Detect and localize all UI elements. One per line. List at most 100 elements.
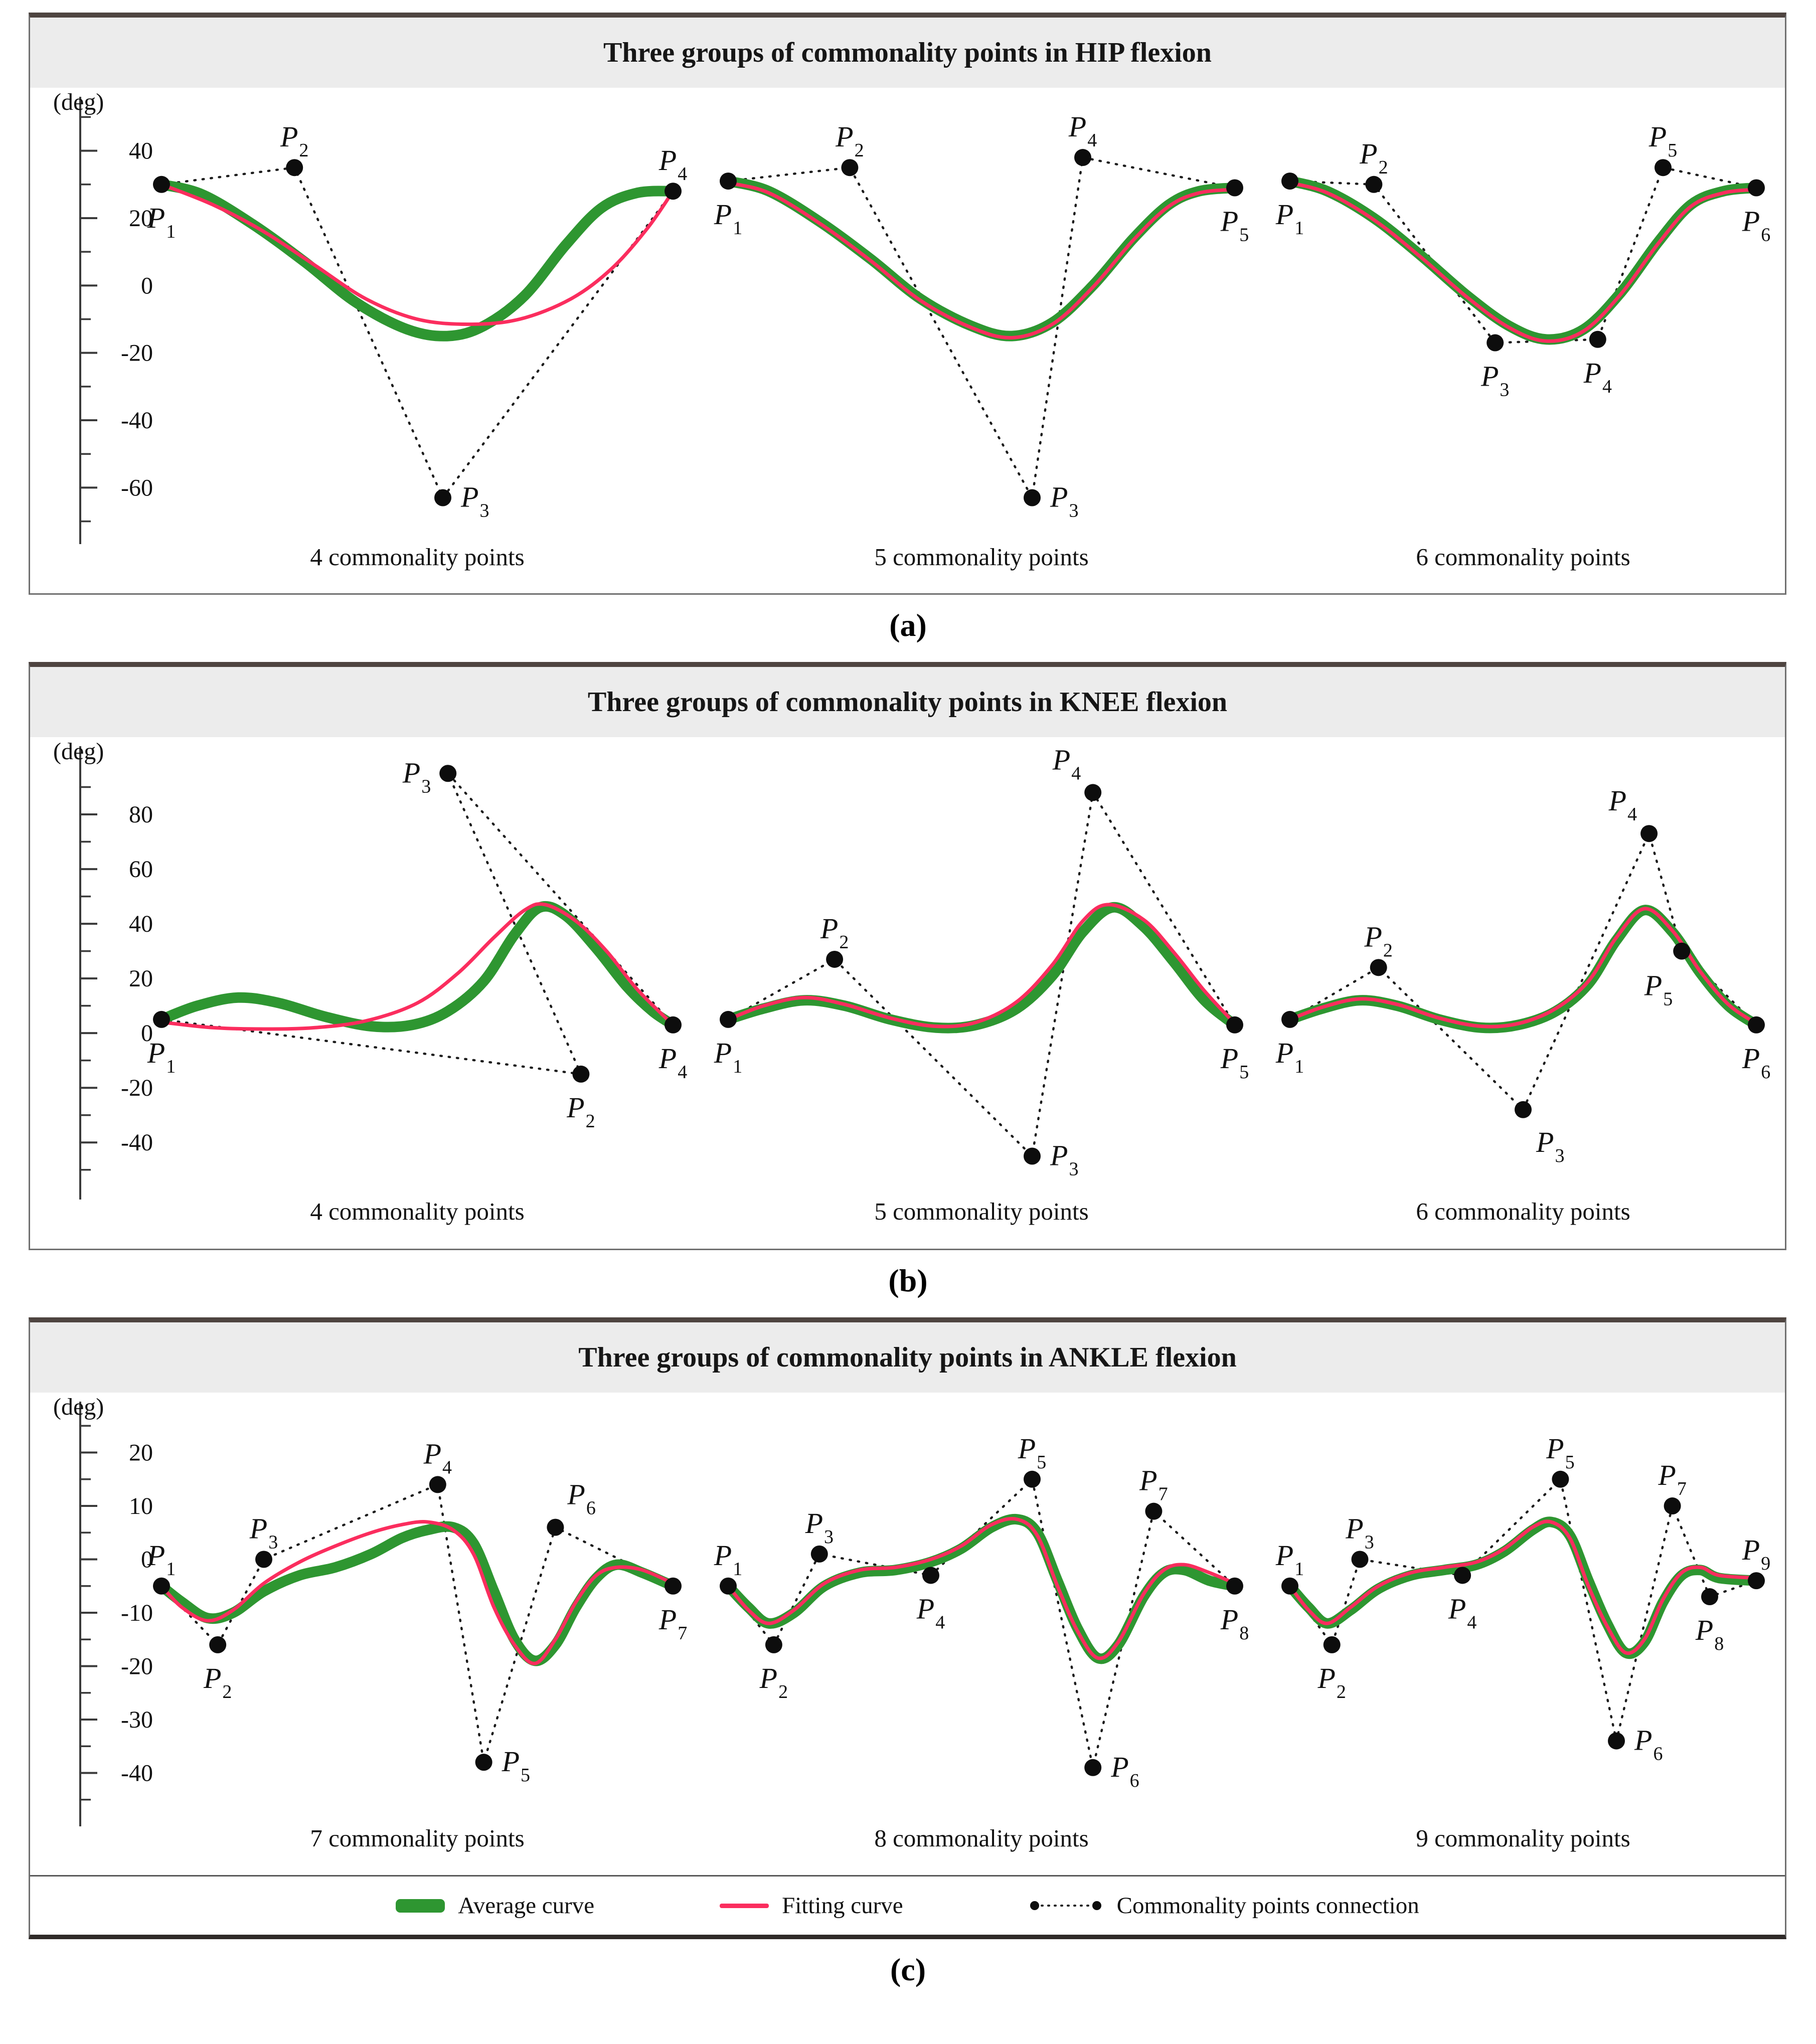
point-label: P2 [835,120,864,161]
subplot-caption: 4 commonality points [310,1198,524,1225]
point-label: P1 [1275,1539,1304,1580]
point-label: P3 [805,1507,834,1548]
panel-ankle-title: Three groups of commonality points in AN… [30,1322,1785,1393]
point-label: P2 [1359,137,1388,178]
point-label: P4 [658,1042,687,1083]
commonality-point [665,1577,682,1595]
point-label: P3 [1480,360,1509,401]
commonality-point [1454,1567,1471,1584]
point-label: P6 [1634,1724,1663,1765]
figure-legend: Average curve Fitting curve Commonality … [30,1875,1785,1935]
point-label: P2 [280,120,308,161]
panel-hip: Three groups of commonality points in HI… [29,13,1786,595]
legend-fitting-label: Fitting curve [782,1893,903,1919]
y-tick-label: 40 [129,138,153,164]
commonality-point [720,1010,737,1028]
point-label: P8 [1695,1614,1724,1654]
point-label: P9 [1742,1534,1770,1574]
average-curve [156,901,679,1033]
point-label: P5 [1018,1432,1046,1473]
top-spacer [0,0,1816,13]
commonality-point [1024,1470,1041,1488]
commonality-point [429,1476,446,1493]
commonality-point [1608,1732,1625,1750]
y-tick-label: -20 [121,1075,153,1101]
y-tick-label: -30 [121,1707,153,1733]
legend-item-fitting: Fitting curve [720,1892,903,1919]
average-curve-swatch-icon [396,1899,445,1913]
point-label: P5 [1220,205,1249,246]
commonality-point [765,1636,782,1653]
commonality-point [1084,784,1102,801]
commonality-point [209,1636,227,1653]
y-tick-label: -40 [121,1129,153,1156]
average-curve [723,1513,1240,1664]
commonality-point [1748,1016,1765,1034]
subplot-caption: 7 commonality points [310,1824,524,1852]
legend-connection-label: Commonality points connection [1116,1893,1419,1919]
commonality-connection [160,1483,675,1763]
point-label: P8 [1220,1603,1249,1644]
point-label: P1 [147,1037,176,1077]
y-tick-label: -40 [121,407,153,434]
commonality-point [1515,1101,1532,1118]
panel-label-b: (b) [888,1263,928,1298]
subplot-caption: 6 commonality points [1416,543,1630,571]
point-label: P1 [714,1037,742,1077]
y-tick-label: 60 [129,856,153,883]
commonality-point [1074,149,1091,166]
point-label: P3 [1050,481,1078,522]
knee-flexion-chart: (deg) 80 60 40 20 0 -20 -40 P1 P2 P3 P4 4 commonalit… [53,738,1770,1225]
commonality-point [665,183,682,200]
point-label: P3 [402,756,431,797]
point-label: P7 [1658,1459,1686,1499]
subplot-caption: 6 commonality points [1416,1198,1630,1225]
point-label: P5 [1648,120,1677,161]
point-label: P2 [566,1091,595,1132]
fitting-curve [726,1517,1237,1660]
point-label: P1 [714,1539,742,1580]
commonality-point [1145,1502,1163,1520]
commonality-point [1024,1147,1041,1165]
commonality-point [810,1545,828,1563]
point-label: P4 [1448,1592,1476,1633]
subplot-caption: 5 commonality points [874,543,1088,571]
point-label: P7 [658,1603,687,1644]
commonality-point [1655,159,1672,177]
fitting-curve [726,181,1237,339]
panel-knee: Three groups of commonality points in KN… [29,662,1786,1250]
commonality-point [1748,1572,1765,1590]
panel-knee-title: Three groups of commonality points in KN… [30,667,1785,737]
commonality-point [1351,1551,1369,1568]
y-tick-label: 20 [129,965,153,992]
y-axis-unit-label: (deg) [53,738,104,765]
commonality-point [1748,179,1765,197]
fitting-curve [1288,181,1758,343]
legend-average-label: Average curve [458,1893,595,1919]
point-label: P2 [1317,1662,1346,1702]
point-label: P1 [714,198,742,239]
legend-item-connection: Commonality points connection [1029,1892,1419,1919]
commonality-point [1365,176,1383,193]
commonality-point [1281,1577,1298,1595]
commonality-point [439,765,457,782]
y-axis-unit-label: (deg) [53,89,104,115]
hip-flexion-chart: (deg) 40 20 0 -20 -40 -60 P1 P2 P3 P4 4 commonality… [53,89,1770,571]
average-curve [156,1521,679,1666]
fitting-curve [159,183,675,326]
commonality-point [1487,334,1504,352]
point-label: P2 [1364,920,1392,961]
legend-item-average: Average curve [396,1892,594,1919]
point-label: P2 [759,1662,788,1702]
y-tick-label: -10 [121,1600,153,1626]
fitting-curve-swatch-icon [720,1903,769,1908]
y-axis-unit-label: (deg) [53,1394,104,1420]
point-label: P1 [1275,1037,1304,1077]
subplot-caption: 8 commonality points [874,1824,1088,1852]
average-curve [1284,905,1762,1034]
point-label: P3 [1050,1139,1078,1179]
connection-swatch-icon [1030,1901,1101,1910]
commonality-point [1673,942,1691,960]
y-tick-label: 0 [141,272,153,299]
commonality-point [475,1754,492,1771]
